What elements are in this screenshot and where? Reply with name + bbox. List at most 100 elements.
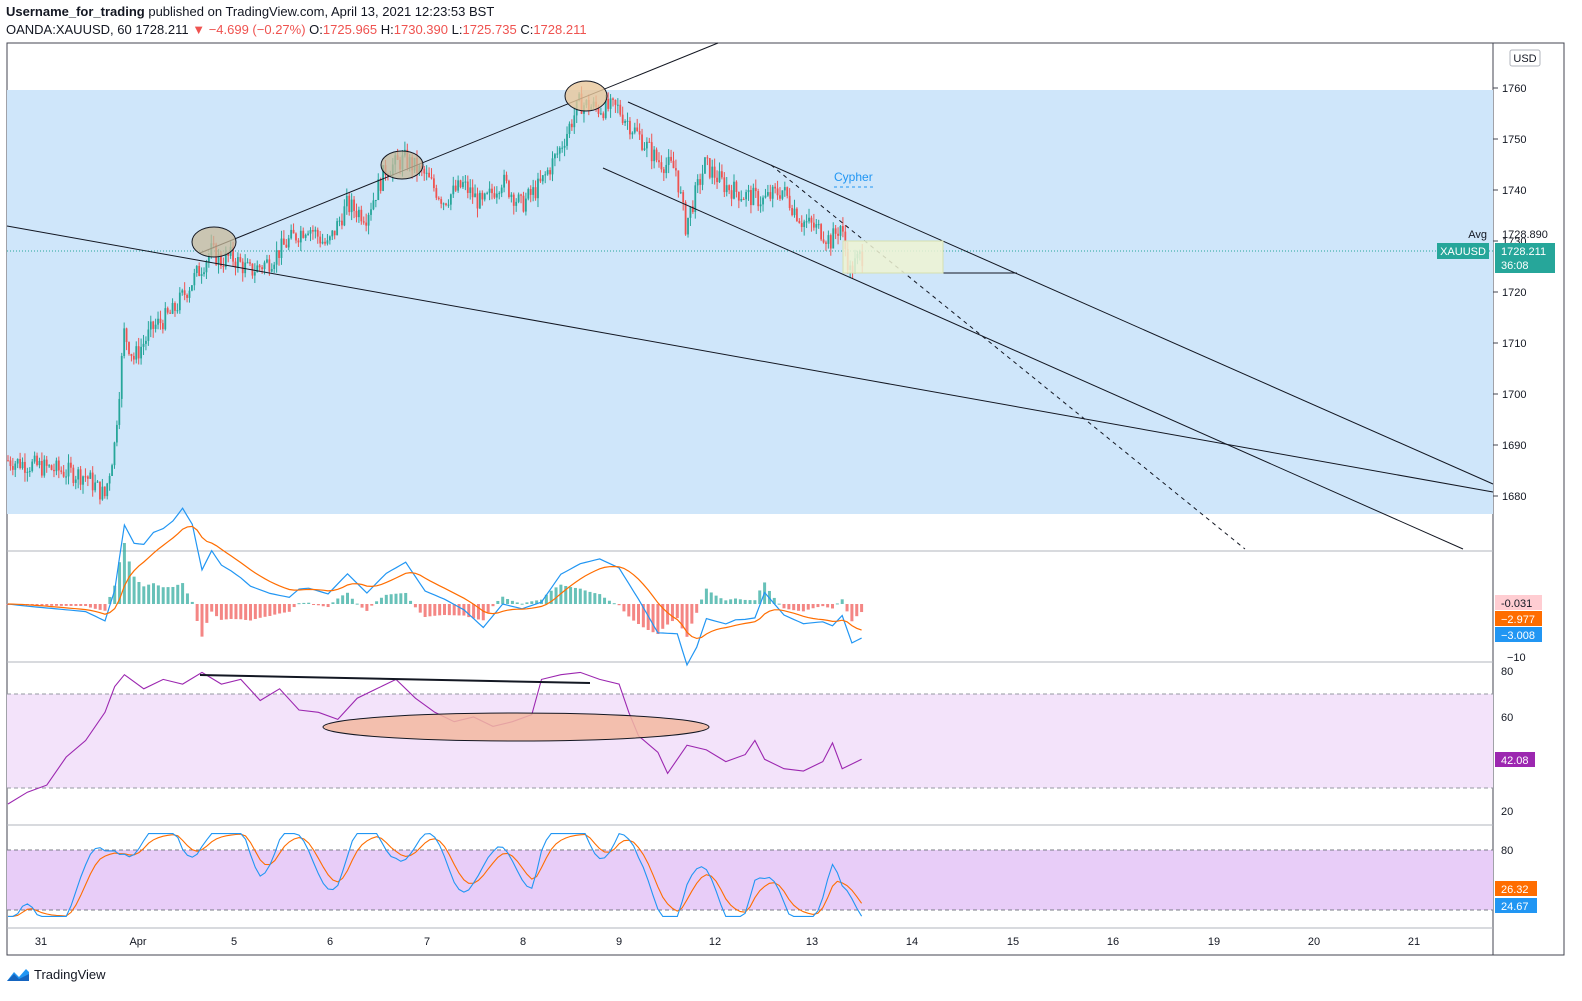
candle-body [147,329,150,341]
macd-hist-bar [661,604,665,629]
candle-body [781,190,784,199]
candle-body [476,193,479,209]
rising-trendline[interactable] [199,42,719,254]
candle-body [445,203,447,205]
candle-body [45,459,48,466]
candle-body [198,265,201,276]
rsi-ellipse[interactable] [322,712,710,742]
candle-body [600,113,602,115]
candle-body [345,195,348,207]
macd-hist-bar [685,604,689,637]
candle-body [723,177,726,193]
footer-brand[interactable]: TradingView [6,967,106,982]
candle-body [40,460,43,476]
candle-body [776,188,779,196]
macd-hist-bar [666,604,670,625]
time-tick-label: 31 [35,936,47,948]
candle-body [200,274,203,276]
candle-body [561,147,564,149]
support-trendline[interactable] [6,225,1494,493]
macd-hist-bar [399,593,403,604]
target-box[interactable] [842,240,944,274]
candle-body [839,226,842,236]
macd-histogram [6,542,864,637]
candle-body [725,185,728,193]
projection-dashed-line[interactable] [770,164,1246,550]
macd-hist-bar [443,604,446,615]
macd-hist-bar [336,598,340,604]
candle-body [270,268,273,272]
stoch-tick-80: 80 [1501,845,1513,857]
candle-body [140,346,142,359]
candle-body [74,479,77,483]
channel-lower-line[interactable] [602,167,1464,550]
candle-body [149,321,152,330]
touch-circle-3[interactable] [564,80,608,112]
macd-hist-bar [423,604,427,617]
macd-hist-bar [142,586,146,604]
macd-hist-bar [748,600,752,604]
candle-body [333,230,336,236]
candle-body [556,153,559,155]
candle-body [292,229,295,234]
last-price: 1728.211 [135,22,189,37]
macd-hist-bar [637,604,640,625]
macd-hist-bar [413,604,417,608]
candle-body [524,198,527,212]
candle-body [682,192,685,203]
macd-hist-bar [307,602,311,604]
candle-body [626,120,629,122]
low-label: L: [451,22,463,37]
candle-body [9,460,12,467]
candle-body [641,134,643,150]
candle-body [691,206,694,212]
candle-body [754,187,757,192]
time-tick-label: 14 [906,936,918,948]
macd-hist-bar [74,604,78,606]
price-tick-label: 1720 [1502,287,1526,299]
macd-hist-bar [797,604,801,611]
rsi-divergence-line[interactable] [199,674,591,684]
candle-body [382,165,384,191]
time-tick-label: 15 [1007,936,1019,948]
candle-body [316,229,319,237]
candle-body [38,460,41,466]
candle-body [137,346,140,359]
bar-countdown: 36:08 [1501,260,1529,272]
candle-body [50,465,53,470]
macd-hist-bar [185,593,189,604]
macd-hist-bar [860,604,864,613]
touch-circle-1[interactable] [191,226,237,258]
cypher-label[interactable]: Cypher [834,170,873,184]
macd-hist-bar [166,587,170,604]
symbol-tag [1437,243,1489,259]
candle-body [670,156,672,161]
candle-body [532,187,535,195]
time-tick-label: 20 [1308,936,1320,948]
candle-body [372,200,375,210]
macd-hist-bar [641,604,645,628]
stoch-k-line [8,832,863,917]
candle-body [224,252,227,268]
candle-body [568,123,571,134]
candle-body [459,180,462,188]
macd-hist-bar [321,604,325,607]
candle-body [358,209,360,218]
candle-body [57,460,60,471]
macd-hist-bar [292,604,296,608]
candle-body [541,175,544,182]
candle-body [174,303,176,311]
candle-body [67,462,70,477]
touch-circle-2[interactable] [380,150,424,180]
macd-line-value: −3.008 [1501,630,1535,642]
candle-body [186,294,188,298]
candle-body [367,214,370,226]
time-axis[interactable]: 31 Apr 5 6 7 8 9 12 13 14 15 16 19 20 21 [35,936,1420,948]
macd-hist-bar [670,604,674,622]
candle-body [377,179,380,201]
candle-body [31,461,34,471]
candle-body [515,201,518,206]
macd-hist-bar [753,600,757,604]
